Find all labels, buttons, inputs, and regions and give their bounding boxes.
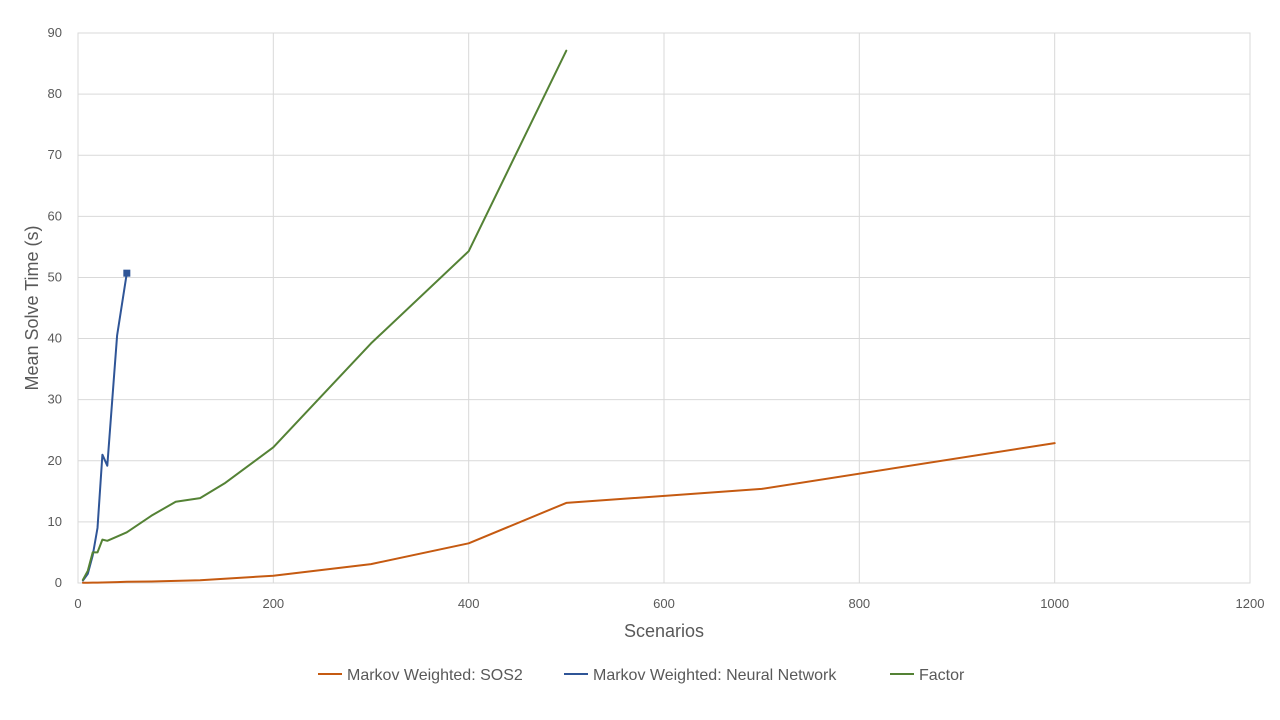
x-tick-label: 800 [848, 596, 870, 611]
series-marker-1 [123, 269, 131, 277]
y-tick-label: 10 [48, 514, 62, 529]
x-tick-label: 600 [653, 596, 675, 611]
y-tick-label: 90 [48, 25, 62, 40]
gridlines [77, 32, 1251, 584]
y-tick-label: 30 [48, 392, 62, 407]
y-tick-label: 80 [48, 86, 62, 101]
plot-area [77, 32, 1251, 584]
y-tick-label: 40 [48, 331, 62, 346]
x-tick-label: 400 [458, 596, 480, 611]
y-tick-label: 60 [48, 208, 62, 223]
x-tick-label: 1000 [1040, 596, 1069, 611]
x-axis-title: Scenarios [624, 621, 704, 641]
y-tick-label: 0 [55, 575, 62, 590]
x-tick-label: 0 [74, 596, 81, 611]
legend-label-0: Markov Weighted: SOS2 [347, 667, 523, 684]
legend-label-2: Factor [919, 667, 965, 684]
y-tick-label: 70 [48, 147, 62, 162]
legend-label-1: Markov Weighted: Neural Network [593, 667, 837, 684]
series-layer [81, 49, 1056, 584]
x-tick-label: 200 [262, 596, 284, 611]
y-tick-label: 20 [48, 453, 62, 468]
tick-labels: 0 10 20 30 40 50 60 70 80 90 0 200 400 600 800 1000 1200 [48, 25, 1265, 611]
series-line-0 [81, 442, 1056, 584]
series-line-2 [81, 49, 568, 581]
y-axis-title: Mean Solve Time (s) [22, 225, 42, 390]
x-tick-label: 1200 [1236, 596, 1265, 611]
legend: Markov Weighted: SOS2 Markov Weighted: Ne… [318, 667, 965, 684]
y-tick-label: 50 [48, 269, 62, 284]
